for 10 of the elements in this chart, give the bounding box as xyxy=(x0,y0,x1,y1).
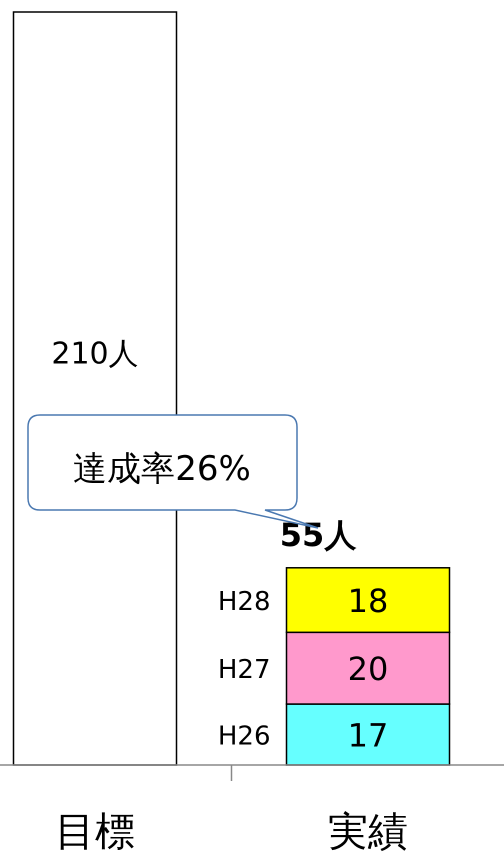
series-label: H28 xyxy=(218,587,270,618)
data-label: 210人 xyxy=(51,336,139,372)
annotation: 達成率26% xyxy=(73,449,251,489)
series-label: H26 xyxy=(218,722,270,752)
data-label: 17 xyxy=(348,716,388,755)
x-tick-label: 目標 xyxy=(55,809,135,855)
x-tick-label: 実績 xyxy=(328,809,408,855)
data-label: 20 xyxy=(348,650,388,688)
data-label: 18 xyxy=(348,582,388,620)
series-label: H27 xyxy=(218,655,270,686)
